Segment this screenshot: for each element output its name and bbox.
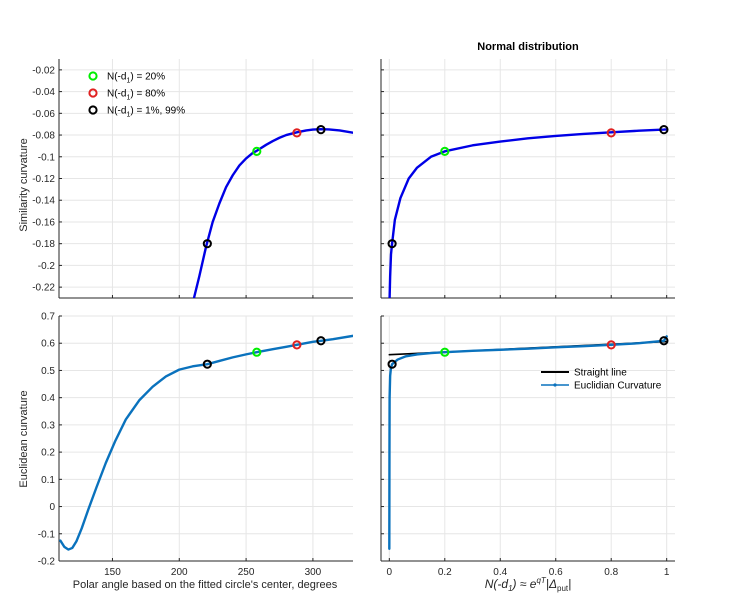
- marker-point: [292, 128, 302, 138]
- x-tick-label: 0.6: [549, 567, 563, 578]
- y-tick-label: 0.3: [41, 420, 55, 431]
- y-tick-label: -0.16: [32, 217, 55, 228]
- y-tick-label: 0.4: [41, 393, 55, 404]
- x-tick-label: 0: [387, 567, 393, 578]
- legend-label: Straight line: [574, 368, 627, 379]
- x-tick-label: 0.8: [604, 567, 618, 578]
- marker-point: [202, 359, 212, 369]
- marker-point: [252, 347, 262, 357]
- y-tick-label: 0.5: [41, 366, 55, 377]
- marker-point: [387, 359, 397, 369]
- marker-point: [387, 239, 397, 249]
- plot-area: [59, 316, 353, 561]
- euclidean-vs-angle-plot: 150 200 250 300 -0.2 -0.1 0 0.1 0.2 0.3 0.4 0.5 0.6 0…: [38, 312, 353, 578]
- top-left-ylabel: Similarity curvature: [18, 138, 30, 232]
- y-tick-label: 0: [49, 502, 55, 513]
- marker-point: [202, 239, 212, 249]
- y-tick-label: -0.08: [32, 131, 55, 142]
- marker-point: [606, 128, 616, 138]
- y-tick-label: -0.1: [38, 529, 56, 540]
- curvature-series: [388, 128, 668, 298]
- bottom-left-xlabel: Polar angle based on the fitted circle's…: [73, 579, 338, 591]
- marker-point: [316, 125, 326, 135]
- x-tick-label: 250: [238, 567, 255, 578]
- marker-point: [659, 336, 669, 346]
- bottom-right-xlabel: N(-d1) ≈ eqT|Δput|: [485, 576, 572, 593]
- y-tick-label: -0.22: [32, 283, 55, 294]
- curvature-series: [59, 334, 353, 551]
- y-tick-label: 0.1: [41, 475, 55, 486]
- marker-point: [440, 347, 450, 357]
- legend-label: N(-d1) = 80%: [107, 89, 165, 102]
- top-right-title: Normal distribution: [477, 41, 579, 53]
- y-tick-label: -0.1: [38, 152, 56, 163]
- y-tick-label: -0.04: [32, 87, 55, 98]
- x-tick-label: 200: [171, 567, 188, 578]
- y-tick-label: 0.6: [41, 339, 55, 350]
- series-group: [59, 334, 353, 551]
- plot-area: [381, 316, 675, 561]
- marker-point: [316, 336, 326, 346]
- legend-marker: [88, 71, 98, 81]
- marker-point: [606, 340, 616, 350]
- x-tick-label: 0.4: [493, 567, 507, 578]
- similarity-vs-angle-plot: -0.22 -0.2 -0.18 -0.16 -0.14 -0.12 -0.1 -0.08 -0…: [32, 59, 353, 299]
- bottom-left-ylabel: Euclidean curvature: [18, 390, 30, 487]
- x-tick-label: 0.2: [438, 567, 452, 578]
- y-tick-label: 0.2: [41, 448, 55, 459]
- legend-label: Euclidian Curvature: [574, 381, 662, 392]
- x-tick-label: 1: [664, 567, 670, 578]
- legend-dot: [553, 383, 557, 387]
- y-tick-label: -0.2: [38, 557, 56, 568]
- series-group: [388, 335, 668, 550]
- legend-marker: [88, 88, 98, 98]
- euclidean-vs-probability-plot: 0 0.2 0.4 0.6 0.8 1 Straight line Euclidian Cur…: [380, 315, 675, 578]
- y-tick-label: 0.7: [41, 312, 55, 323]
- x-tick-label: 150: [104, 567, 121, 578]
- legend-marker: [88, 105, 98, 115]
- y-tick-label: -0.2: [38, 261, 56, 272]
- legend-label: N(-d1) = 1%, 99%: [107, 106, 185, 119]
- marker-point: [252, 146, 262, 156]
- marker-point: [440, 146, 450, 156]
- similarity-vs-probability-plot: [380, 59, 675, 299]
- y-tick-label: -0.18: [32, 239, 55, 250]
- y-tick-label: -0.06: [32, 109, 55, 120]
- y-tick-label: -0.12: [32, 174, 55, 185]
- marker-point: [292, 340, 302, 350]
- y-tick-label: -0.14: [32, 196, 55, 207]
- marker-point: [659, 125, 669, 135]
- curvature-series: [388, 335, 668, 550]
- x-tick-label: 300: [305, 567, 322, 578]
- y-tick-label: -0.02: [32, 65, 55, 76]
- legend-label: N(-d1) = 20%: [107, 72, 165, 85]
- series-group: [388, 128, 668, 298]
